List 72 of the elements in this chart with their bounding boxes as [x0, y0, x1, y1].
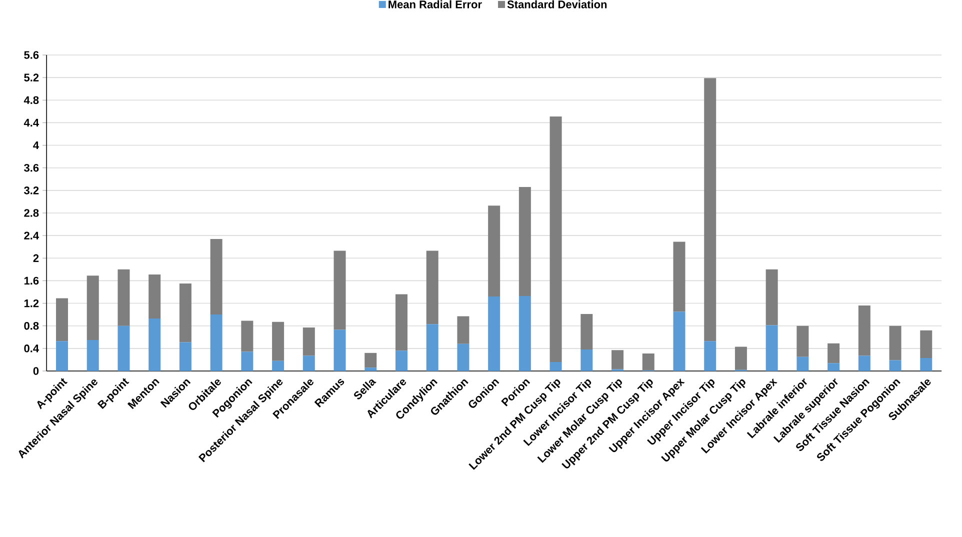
bar [704, 341, 716, 371]
bar [334, 250, 346, 330]
bar [241, 352, 254, 371]
bar [457, 316, 470, 344]
bar [56, 298, 68, 342]
bar [612, 350, 624, 370]
bar [210, 238, 222, 315]
bar [734, 346, 747, 370]
bar [580, 350, 593, 371]
bar [272, 360, 284, 371]
bar [858, 306, 870, 356]
bar [395, 294, 408, 351]
bar [889, 360, 902, 371]
y-tick-label: 3.6 [24, 164, 39, 172]
bar [642, 353, 654, 370]
bar [334, 330, 346, 371]
bar [148, 318, 161, 371]
bar [148, 274, 161, 319]
bar [889, 326, 902, 360]
bar [550, 362, 562, 371]
bar [56, 341, 68, 371]
legend-label: Mean Radial Error [388, 0, 482, 8]
bar [86, 276, 99, 340]
bar [488, 206, 500, 297]
y-tick-label: 0 [33, 367, 39, 375]
bar [796, 326, 809, 357]
y-tick-label: 1.6 [24, 276, 39, 285]
bar [920, 358, 932, 371]
bar [796, 356, 809, 371]
bar [179, 284, 192, 342]
bar [179, 342, 192, 371]
bar [766, 325, 778, 371]
bar [118, 326, 130, 371]
bar [302, 328, 315, 356]
y-tick-label: 4.8 [24, 96, 39, 104]
bar [580, 314, 593, 350]
y-tick-label: 2 [33, 254, 39, 262]
y-tick-label: 2.4 [24, 232, 39, 240]
bar [118, 269, 130, 326]
bar [272, 322, 284, 361]
y-tick-label: 4.4 [24, 118, 39, 126]
bar [766, 269, 778, 326]
bar [920, 330, 932, 358]
bar [488, 296, 500, 371]
y-tick-label: 2.8 [24, 209, 39, 217]
y-tick-label: 0.4 [24, 344, 39, 352]
bar [858, 356, 870, 371]
bar [364, 352, 377, 368]
bar [395, 350, 408, 371]
y-tick-label: 1.2 [24, 299, 39, 308]
y-tick-label: 0.8 [24, 322, 39, 330]
bar [828, 363, 840, 371]
bar [673, 312, 686, 371]
y-tick-label: 5.6 [24, 51, 39, 59]
bar [86, 340, 99, 371]
bar [828, 343, 840, 364]
bar [518, 187, 531, 296]
legend-label: Standard Deviation [507, 0, 607, 8]
bar [704, 78, 716, 342]
bar [426, 250, 438, 324]
bar [550, 116, 562, 362]
y-tick-label: 3.2 [24, 186, 39, 194]
y-tick-label: 5.2 [24, 74, 39, 82]
bar [364, 368, 377, 371]
bar [302, 356, 315, 371]
bar [518, 296, 531, 371]
bar [426, 324, 438, 371]
bar [457, 344, 470, 371]
bar [210, 314, 222, 371]
bar [241, 320, 254, 352]
y-tick-label: 4 [33, 142, 39, 150]
bar [673, 242, 686, 312]
